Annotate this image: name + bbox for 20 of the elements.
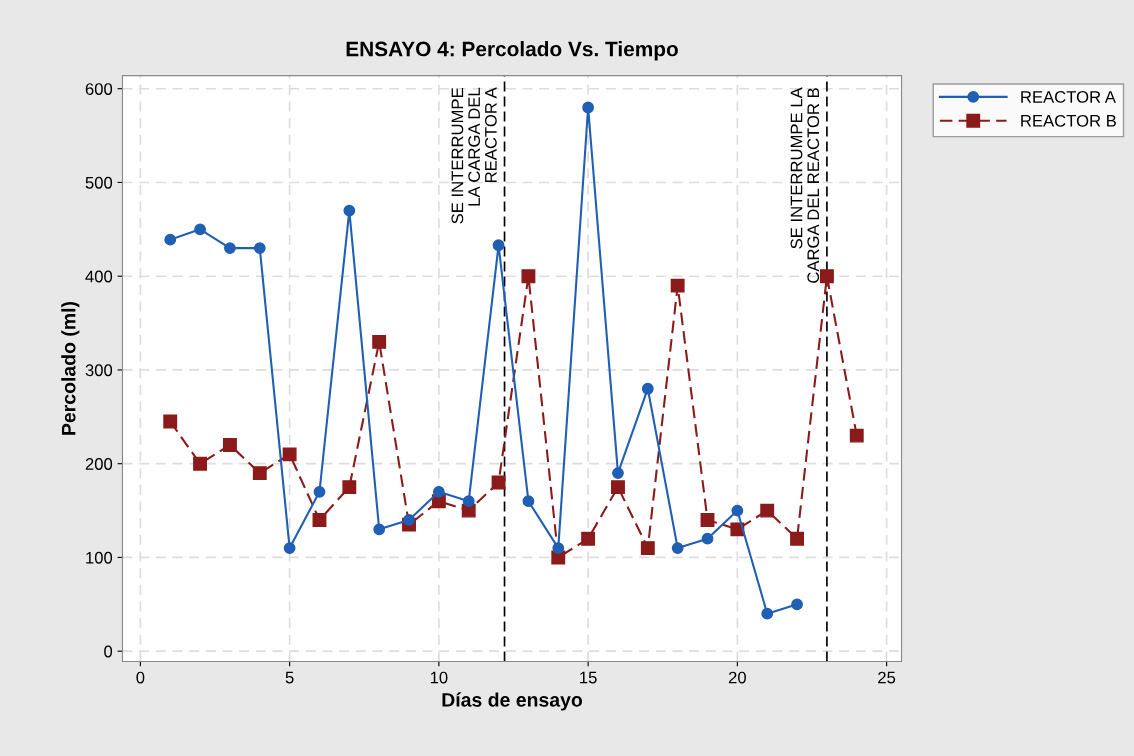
x-tick-label: 20 xyxy=(728,671,746,684)
ref-line-label: SE INTERRUMPE LA CARGA DEL REACTOR B xyxy=(790,87,820,283)
x-tick-label: 0 xyxy=(136,671,145,684)
ref-line-label: SE INTERRUMPE LA CARGA DEL REACTOR A xyxy=(451,87,497,224)
y-tick-label: 100 xyxy=(86,551,113,564)
y-axis-title: Percolado (ml) xyxy=(61,301,80,435)
y-tick-label: 0 xyxy=(104,645,113,658)
y-tick-label: 200 xyxy=(85,458,113,470)
y-tick-label: 400 xyxy=(85,270,113,283)
y-tick-label: 600 xyxy=(85,83,113,95)
legend-label: REACTOR B xyxy=(1021,114,1116,127)
x-tick-label: 25 xyxy=(878,671,896,684)
x-tick-label: 5 xyxy=(285,671,294,684)
y-tick-label: 300 xyxy=(85,364,113,377)
x-axis-title: Días de ensayo xyxy=(442,692,583,711)
y-tick-label: 500 xyxy=(85,176,113,189)
x-tick-label: 15 xyxy=(580,671,597,684)
legend-label: REACTOR A xyxy=(1021,91,1116,103)
x-tick-label: 10 xyxy=(430,671,448,684)
chart-title: ENSAYO 4: Percolado Vs. Tiempo xyxy=(346,41,678,61)
